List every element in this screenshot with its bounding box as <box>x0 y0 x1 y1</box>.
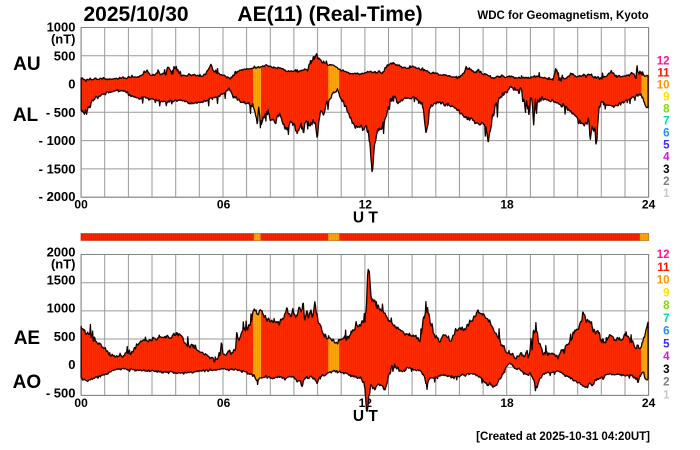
svg-text:1000: 1000 <box>47 19 76 34</box>
svg-text:10: 10 <box>657 275 670 287</box>
svg-text:3: 3 <box>663 164 669 176</box>
svg-text:06: 06 <box>217 396 231 410</box>
svg-text:12: 12 <box>359 197 373 211</box>
svg-text:(nT): (nT) <box>51 257 76 272</box>
svg-text:8: 8 <box>663 104 670 116</box>
svg-text:24: 24 <box>642 396 656 410</box>
svg-text:9: 9 <box>663 92 669 104</box>
svg-text:18: 18 <box>500 197 514 211</box>
svg-text:24: 24 <box>642 197 656 211</box>
svg-text:3: 3 <box>663 364 669 376</box>
svg-text:6: 6 <box>663 128 669 140</box>
svg-text:5: 5 <box>663 140 670 152</box>
svg-text:AU: AU <box>13 54 40 75</box>
svg-text:5: 5 <box>663 338 670 350</box>
svg-text:500: 500 <box>54 48 76 63</box>
svg-text:- 1000: - 1000 <box>39 133 76 148</box>
svg-text:00: 00 <box>74 197 88 211</box>
svg-text:0: 0 <box>68 357 75 372</box>
svg-text:2: 2 <box>663 377 669 389</box>
svg-text:U T: U T <box>353 408 379 425</box>
svg-text:4: 4 <box>663 152 670 164</box>
svg-text:AL: AL <box>13 105 39 126</box>
svg-text:- 500: - 500 <box>46 105 76 120</box>
svg-text:500: 500 <box>54 329 76 344</box>
svg-text:- 500: - 500 <box>46 385 76 400</box>
svg-text:0: 0 <box>68 77 75 92</box>
svg-text:12: 12 <box>657 249 670 261</box>
svg-text:[Created at 2025-10-31 04:20UT: [Created at 2025-10-31 04:20UT] <box>476 431 650 443</box>
svg-text:11: 11 <box>657 262 670 274</box>
svg-text:- 1500: - 1500 <box>39 162 76 177</box>
svg-text:11: 11 <box>657 67 670 79</box>
svg-text:18: 18 <box>500 396 514 410</box>
svg-text:AE(11) (Real-Time): AE(11) (Real-Time) <box>237 3 422 26</box>
svg-text:2025/10/30: 2025/10/30 <box>84 3 189 26</box>
svg-text:1: 1 <box>663 188 670 200</box>
svg-text:AO: AO <box>13 372 42 393</box>
svg-text:00: 00 <box>74 396 88 410</box>
svg-text:1: 1 <box>663 389 670 401</box>
svg-text:1000: 1000 <box>47 301 76 316</box>
svg-text:06: 06 <box>217 197 231 211</box>
svg-text:(nT): (nT) <box>51 32 76 47</box>
svg-text:9: 9 <box>663 287 669 299</box>
svg-text:- 2000: - 2000 <box>39 189 76 204</box>
svg-text:2000: 2000 <box>47 244 76 259</box>
svg-text:10: 10 <box>657 79 670 91</box>
svg-text:2: 2 <box>663 176 669 188</box>
svg-text:7: 7 <box>663 313 669 325</box>
svg-text:AE: AE <box>14 328 40 349</box>
svg-text:1500: 1500 <box>47 273 76 288</box>
svg-text:8: 8 <box>663 300 670 312</box>
svg-text:U T: U T <box>353 210 379 227</box>
svg-text:7: 7 <box>663 116 669 128</box>
svg-text:WDC for Geomagnetism, Kyoto: WDC for Geomagnetism, Kyoto <box>477 10 648 22</box>
svg-text:4: 4 <box>663 351 670 363</box>
svg-text:12: 12 <box>657 55 670 67</box>
svg-text:6: 6 <box>663 326 669 338</box>
